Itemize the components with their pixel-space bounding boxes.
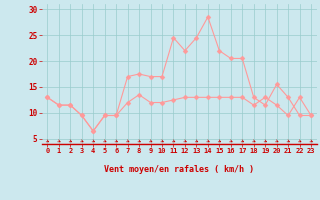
X-axis label: Vent moyen/en rafales ( km/h ): Vent moyen/en rafales ( km/h ) [104, 165, 254, 174]
